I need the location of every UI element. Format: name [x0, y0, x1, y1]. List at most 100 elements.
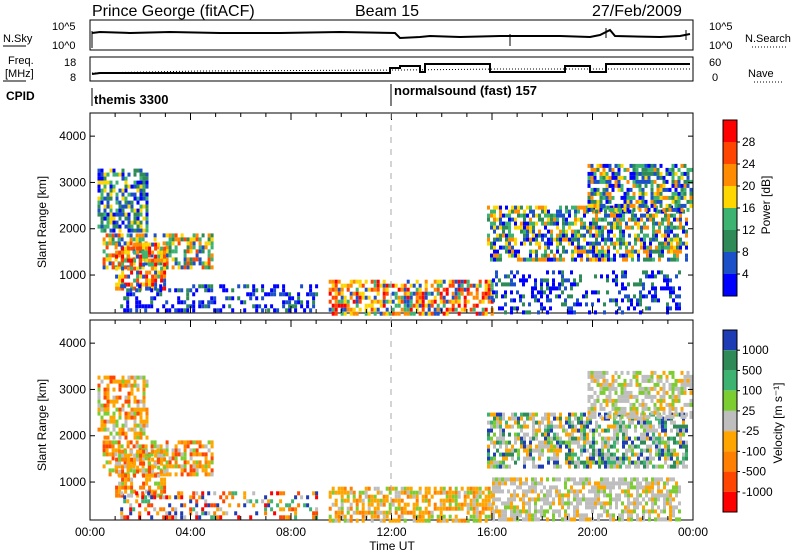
- range-gate-cell: [562, 249, 565, 254]
- range-gate-cell: [355, 299, 359, 304]
- range-gate-cell: [670, 436, 673, 441]
- range-gate-cell: [415, 307, 419, 312]
- range-gate-cell: [520, 412, 523, 417]
- range-gate-cell: [574, 440, 577, 445]
- range-gate-cell: [511, 233, 514, 238]
- range-gate-cell: [517, 249, 520, 254]
- range-gate-cell: [400, 486, 404, 491]
- range-gate-cell: [133, 473, 137, 478]
- range-gate-cell: [315, 495, 319, 500]
- range-gate-cell: [312, 491, 316, 496]
- range-gate-cell: [157, 242, 161, 247]
- range-gate-cell: [118, 172, 122, 177]
- range-gate-cell: [376, 498, 380, 503]
- range-gate-cell: [114, 448, 118, 453]
- range-gate-cell: [165, 515, 169, 520]
- range-gate-cell: [526, 424, 529, 429]
- range-gate-cell: [126, 308, 130, 313]
- range-gate-cell: [597, 497, 600, 502]
- range-gate-cell: [596, 191, 600, 196]
- range-gate-cell: [583, 237, 586, 242]
- range-gate-cell: [593, 175, 597, 180]
- range-gate-cell: [577, 420, 580, 425]
- range-gate-cell: [637, 444, 640, 449]
- range-gate-cell: [619, 229, 622, 234]
- range-gate-cell: [352, 510, 356, 515]
- range-gate-cell: [565, 428, 568, 433]
- range-gate-cell: [591, 509, 594, 514]
- range-gate-cell: [634, 233, 637, 238]
- range-gate-cell: [550, 233, 553, 238]
- range-gate-cell: [478, 279, 482, 284]
- range-gate-cell: [118, 204, 122, 209]
- range-gate-cell: [370, 502, 374, 507]
- range-gate-cell: [490, 221, 493, 226]
- range-gate-cell: [186, 460, 190, 465]
- range-gate-cell: [493, 209, 496, 214]
- range-gate-cell: [201, 261, 205, 266]
- range-gate-cell: [186, 241, 190, 246]
- range-gate-cell: [623, 382, 627, 387]
- range-gate-cell: [631, 420, 634, 425]
- range-gate-cell: [680, 414, 684, 419]
- range-gate-cell: [340, 490, 344, 495]
- range-gate-cell: [582, 493, 585, 498]
- range-gate-cell: [555, 286, 558, 291]
- range-gate-cell: [558, 513, 561, 518]
- range-gate-cell: [520, 225, 523, 230]
- range-gate-cell: [498, 477, 501, 482]
- range-gate-cell: [97, 200, 101, 205]
- range-gate-cell: [562, 217, 565, 222]
- range-gate-cell: [118, 228, 122, 233]
- range-gate-cell: [508, 464, 511, 469]
- range-gate-cell: [180, 237, 184, 242]
- range-gate-cell: [463, 490, 467, 495]
- range-gate-cell: [346, 506, 350, 511]
- range-gate-cell: [138, 300, 142, 305]
- range-gate-cell: [112, 379, 116, 384]
- range-gate-cell: [590, 163, 594, 168]
- range-gate-cell: [415, 518, 419, 523]
- range-gate-cell: [153, 237, 157, 242]
- range-gate-cell: [207, 304, 211, 309]
- nave-label: Nave: [748, 68, 774, 80]
- range-gate-cell: [612, 481, 615, 486]
- range-gate-cell: [686, 199, 690, 204]
- range-gate-cell: [139, 184, 143, 189]
- range-gate-cell: [180, 472, 184, 477]
- range-gate-cell: [204, 288, 208, 293]
- range-gate-cell: [117, 444, 121, 449]
- nsearch-label: N.Search: [745, 33, 791, 45]
- range-gate-cell: [540, 302, 543, 307]
- range-gate-cell: [145, 204, 149, 209]
- range-gate-cell: [282, 300, 286, 305]
- range-gate-cell: [669, 509, 672, 514]
- range-gate-cell: [582, 294, 585, 299]
- range-gate-cell: [136, 449, 140, 454]
- range-gate-cell: [632, 203, 636, 208]
- range-gate-cell: [466, 486, 470, 491]
- range-gate-cell: [469, 283, 473, 288]
- range-gate-cell: [583, 444, 586, 449]
- range-gate-cell: [663, 509, 666, 514]
- range-gate-cell: [484, 514, 488, 519]
- range-gate-cell: [589, 257, 592, 262]
- range-gate-cell: [189, 448, 193, 453]
- range-gate-cell: [607, 464, 610, 469]
- range-gate-cell: [421, 311, 425, 316]
- range-gate-cell: [460, 291, 464, 296]
- range-gate-cell: [669, 505, 672, 510]
- range-gate-cell: [544, 253, 547, 258]
- range-gate-cell: [297, 503, 301, 508]
- range-gate-cell: [192, 452, 196, 457]
- range-gate-cell: [556, 217, 559, 222]
- range-gate-cell: [621, 513, 624, 518]
- range-gate-cell: [106, 172, 110, 177]
- range-gate-cell: [156, 444, 160, 449]
- range-gate-cell: [210, 300, 214, 305]
- range-gate-cell: [658, 229, 661, 234]
- range-gate-cell: [127, 172, 131, 177]
- noise-right-tick-top: 10^5: [709, 21, 733, 33]
- range-gate-cell: [607, 237, 610, 242]
- range-gate-cell: [451, 295, 455, 300]
